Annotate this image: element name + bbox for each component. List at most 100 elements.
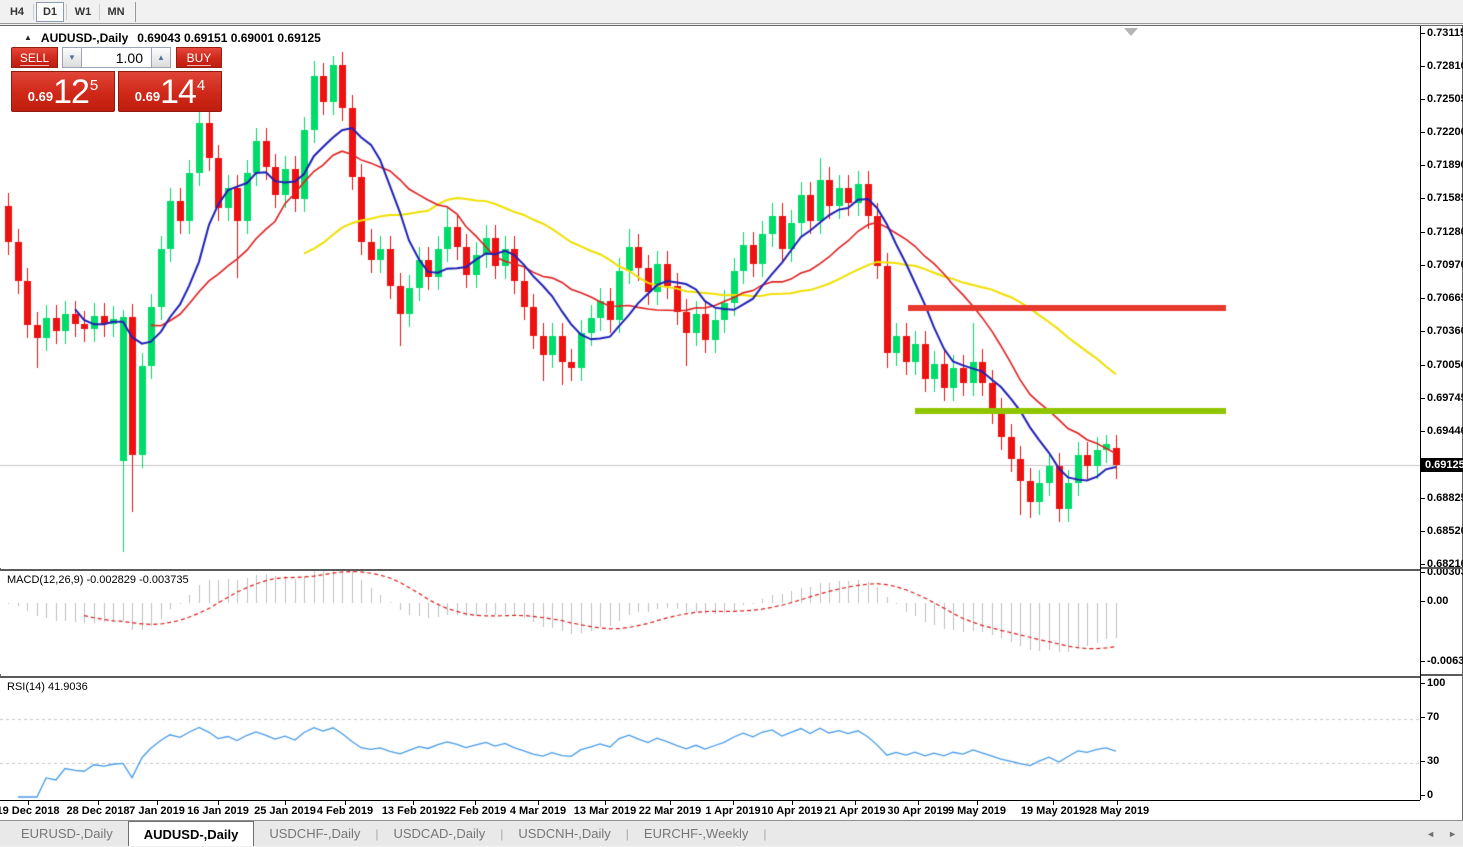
price-axis-label: 0.71890 (1427, 159, 1463, 171)
timeframe-button-h4[interactable]: H4 (9, 5, 25, 18)
rsi-axis-label: 70 (1427, 711, 1440, 723)
chart-tab-audusd-daily[interactable]: AUDUSD-,Daily (127, 821, 255, 846)
chart-tab-usdcad-daily[interactable]: USDCAD-,Daily (393, 826, 486, 841)
price-axis-label: 0.71280 (1427, 226, 1463, 238)
macd-canvas[interactable] (0, 571, 1420, 674)
axis-tick (1421, 33, 1425, 34)
price-axis-label: 0.68825 (1427, 492, 1463, 504)
date-axis-label: 4 Mar 2019 (509, 805, 567, 817)
price-axis-label: 0.69440 (1427, 425, 1463, 437)
date-axis-label: 28 May 2019 (1084, 805, 1150, 817)
date-axis-label: 22 Feb 2019 (443, 805, 507, 817)
ask-price-big-digits: 14 (160, 73, 197, 111)
tab-separator: | (500, 826, 504, 841)
timeframe-button-mn[interactable]: MN (107, 5, 125, 18)
date-axis-label: 30 Apr 2019 (887, 805, 949, 817)
axis-tick (1421, 198, 1425, 199)
axis-tick (1421, 761, 1425, 762)
rsi-pane: RSI(14) 41.9036 (0, 676, 1420, 800)
axis-tick (1421, 66, 1425, 67)
bid-price-pipette: 5 (89, 77, 99, 94)
date-axis-label: 19 Dec 2018 (0, 805, 60, 817)
axis-tick (1421, 683, 1425, 684)
date-axis-label: 25 Jan 2019 (254, 805, 316, 817)
timeframe-button-w1[interactable]: W1 (74, 5, 92, 18)
rsi-canvas[interactable] (0, 678, 1420, 800)
pane-separator (1421, 567, 1463, 569)
date-axis-tick (1053, 801, 1054, 805)
ask-price-box[interactable]: 0.69 14 4 (118, 71, 222, 112)
date-axis-tick (977, 801, 978, 805)
axis-tick (1421, 531, 1425, 532)
chart-shift-marker-icon[interactable] (1124, 28, 1138, 36)
chart-title: ▲ AUDUSD-,Daily 0.69043 0.69151 0.69001 … (24, 31, 321, 45)
price-axis-label: 0.71585 (1427, 192, 1463, 204)
axis-tick (1421, 795, 1425, 796)
date-axis-tick (475, 801, 476, 805)
macd-pane: MACD(12,26,9) -0.002829 -0.003735 (0, 569, 1420, 674)
date-axis-label: 1 Apr 2019 (705, 805, 761, 817)
rsi-indicator-label: RSI(14) 41.9036 (7, 681, 88, 693)
date-axis[interactable]: 19 Dec 2018 28 Dec 2018 7 Jan 2019 16 Jan 2… (0, 800, 1420, 820)
date-axis-label: 13 Mar 2019 (573, 805, 637, 817)
price-chart-canvas[interactable] (0, 26, 1420, 568)
chart-tab-eurchf-weekly[interactable]: EURCHF-,Weekly (643, 826, 749, 841)
axis-tick (1421, 717, 1425, 718)
volume-input[interactable] (82, 47, 151, 68)
axis-tick (1421, 564, 1425, 565)
chart-symbol-label: AUDUSD-,Daily (40, 31, 129, 45)
price-axis-label: 0.70360 (1427, 325, 1463, 337)
buy-button[interactable]: BUY (176, 47, 222, 68)
chart-window: ▲ AUDUSD-,Daily 0.69043 0.69151 0.69001 … (0, 25, 1463, 820)
sell-button[interactable]: SELL (11, 47, 58, 68)
date-axis-label: 22 Mar 2019 (638, 805, 702, 817)
price-axis-label: 0.70970 (1427, 259, 1463, 271)
date-axis-tick (285, 801, 286, 805)
date-axis-tick (28, 801, 29, 805)
tab-scroll-left-icon[interactable]: ◄ (1426, 829, 1436, 839)
price-axis[interactable]: 0.69125 0.73115 0.72810 0.72505 0.72200 0.71… (1420, 26, 1463, 801)
macd-axis-label: -0.006311 (1427, 655, 1463, 667)
date-axis-label: 21 Apr 2019 (824, 805, 886, 817)
volume-increase-button[interactable]: ▲ (151, 47, 171, 68)
tab-scroll-controls: ◄ ► (1426, 821, 1457, 847)
chart-tab-eurusd-daily[interactable]: EURUSD-,Daily (21, 826, 113, 841)
rsi-axis-label: 30 (1427, 755, 1440, 767)
axis-tick (1421, 365, 1425, 366)
date-axis-tick (157, 801, 158, 805)
date-axis-tick (98, 801, 99, 805)
price-axis-label: 0.68520 (1427, 525, 1463, 537)
date-axis-label: 19 May 2019 (1020, 805, 1086, 817)
chart-tab-usdcnh-daily[interactable]: USDCNH-,Daily (518, 826, 611, 841)
price-axis-label: 0.72200 (1427, 126, 1463, 138)
date-axis-label: 10 Apr 2019 (761, 805, 823, 817)
axis-tick (1421, 298, 1425, 299)
date-axis-tick (538, 801, 539, 805)
macd-indicator-label: MACD(12,26,9) -0.002829 -0.003735 (7, 574, 189, 586)
date-axis-tick (345, 801, 346, 805)
pane-separator (1421, 674, 1463, 676)
date-axis-tick (733, 801, 734, 805)
tab-separator: | (625, 826, 629, 841)
date-axis-tick (918, 801, 919, 805)
one-click-trade-panel: SELL ▼ ▲ BUY 0.69 12 5 0.69 14 4 (11, 47, 222, 112)
volume-decrease-button[interactable]: ▼ (62, 47, 82, 68)
date-axis-label: 13 Feb 2019 (381, 805, 445, 817)
axis-tick (1421, 572, 1425, 573)
timeframe-toolbar: H4 D1 W1 MN (0, 0, 1463, 24)
bid-price-prefix: 0.69 (27, 89, 54, 104)
bid-price-big-digits: 12 (53, 73, 90, 111)
macd-axis-label: 0.003035 (1427, 566, 1463, 578)
timeframe-button-d1[interactable]: D1 (36, 1, 64, 22)
toolbar-divider (66, 3, 67, 20)
date-axis-tick (1117, 801, 1118, 805)
bid-price-box[interactable]: 0.69 12 5 (11, 71, 115, 112)
tab-separator: | (763, 826, 767, 841)
toolbar-divider (99, 3, 100, 20)
one-click-panel-toggle-icon[interactable]: ▲ (24, 32, 32, 42)
tab-scroll-right-icon[interactable]: ► (1448, 829, 1457, 839)
price-axis-label: 0.73115 (1427, 27, 1463, 39)
ask-price-pipette: 4 (196, 77, 206, 94)
current-price-badge: 0.69125 (1421, 458, 1463, 472)
chart-tab-usdchf-daily[interactable]: USDCHF-,Daily (269, 826, 361, 841)
